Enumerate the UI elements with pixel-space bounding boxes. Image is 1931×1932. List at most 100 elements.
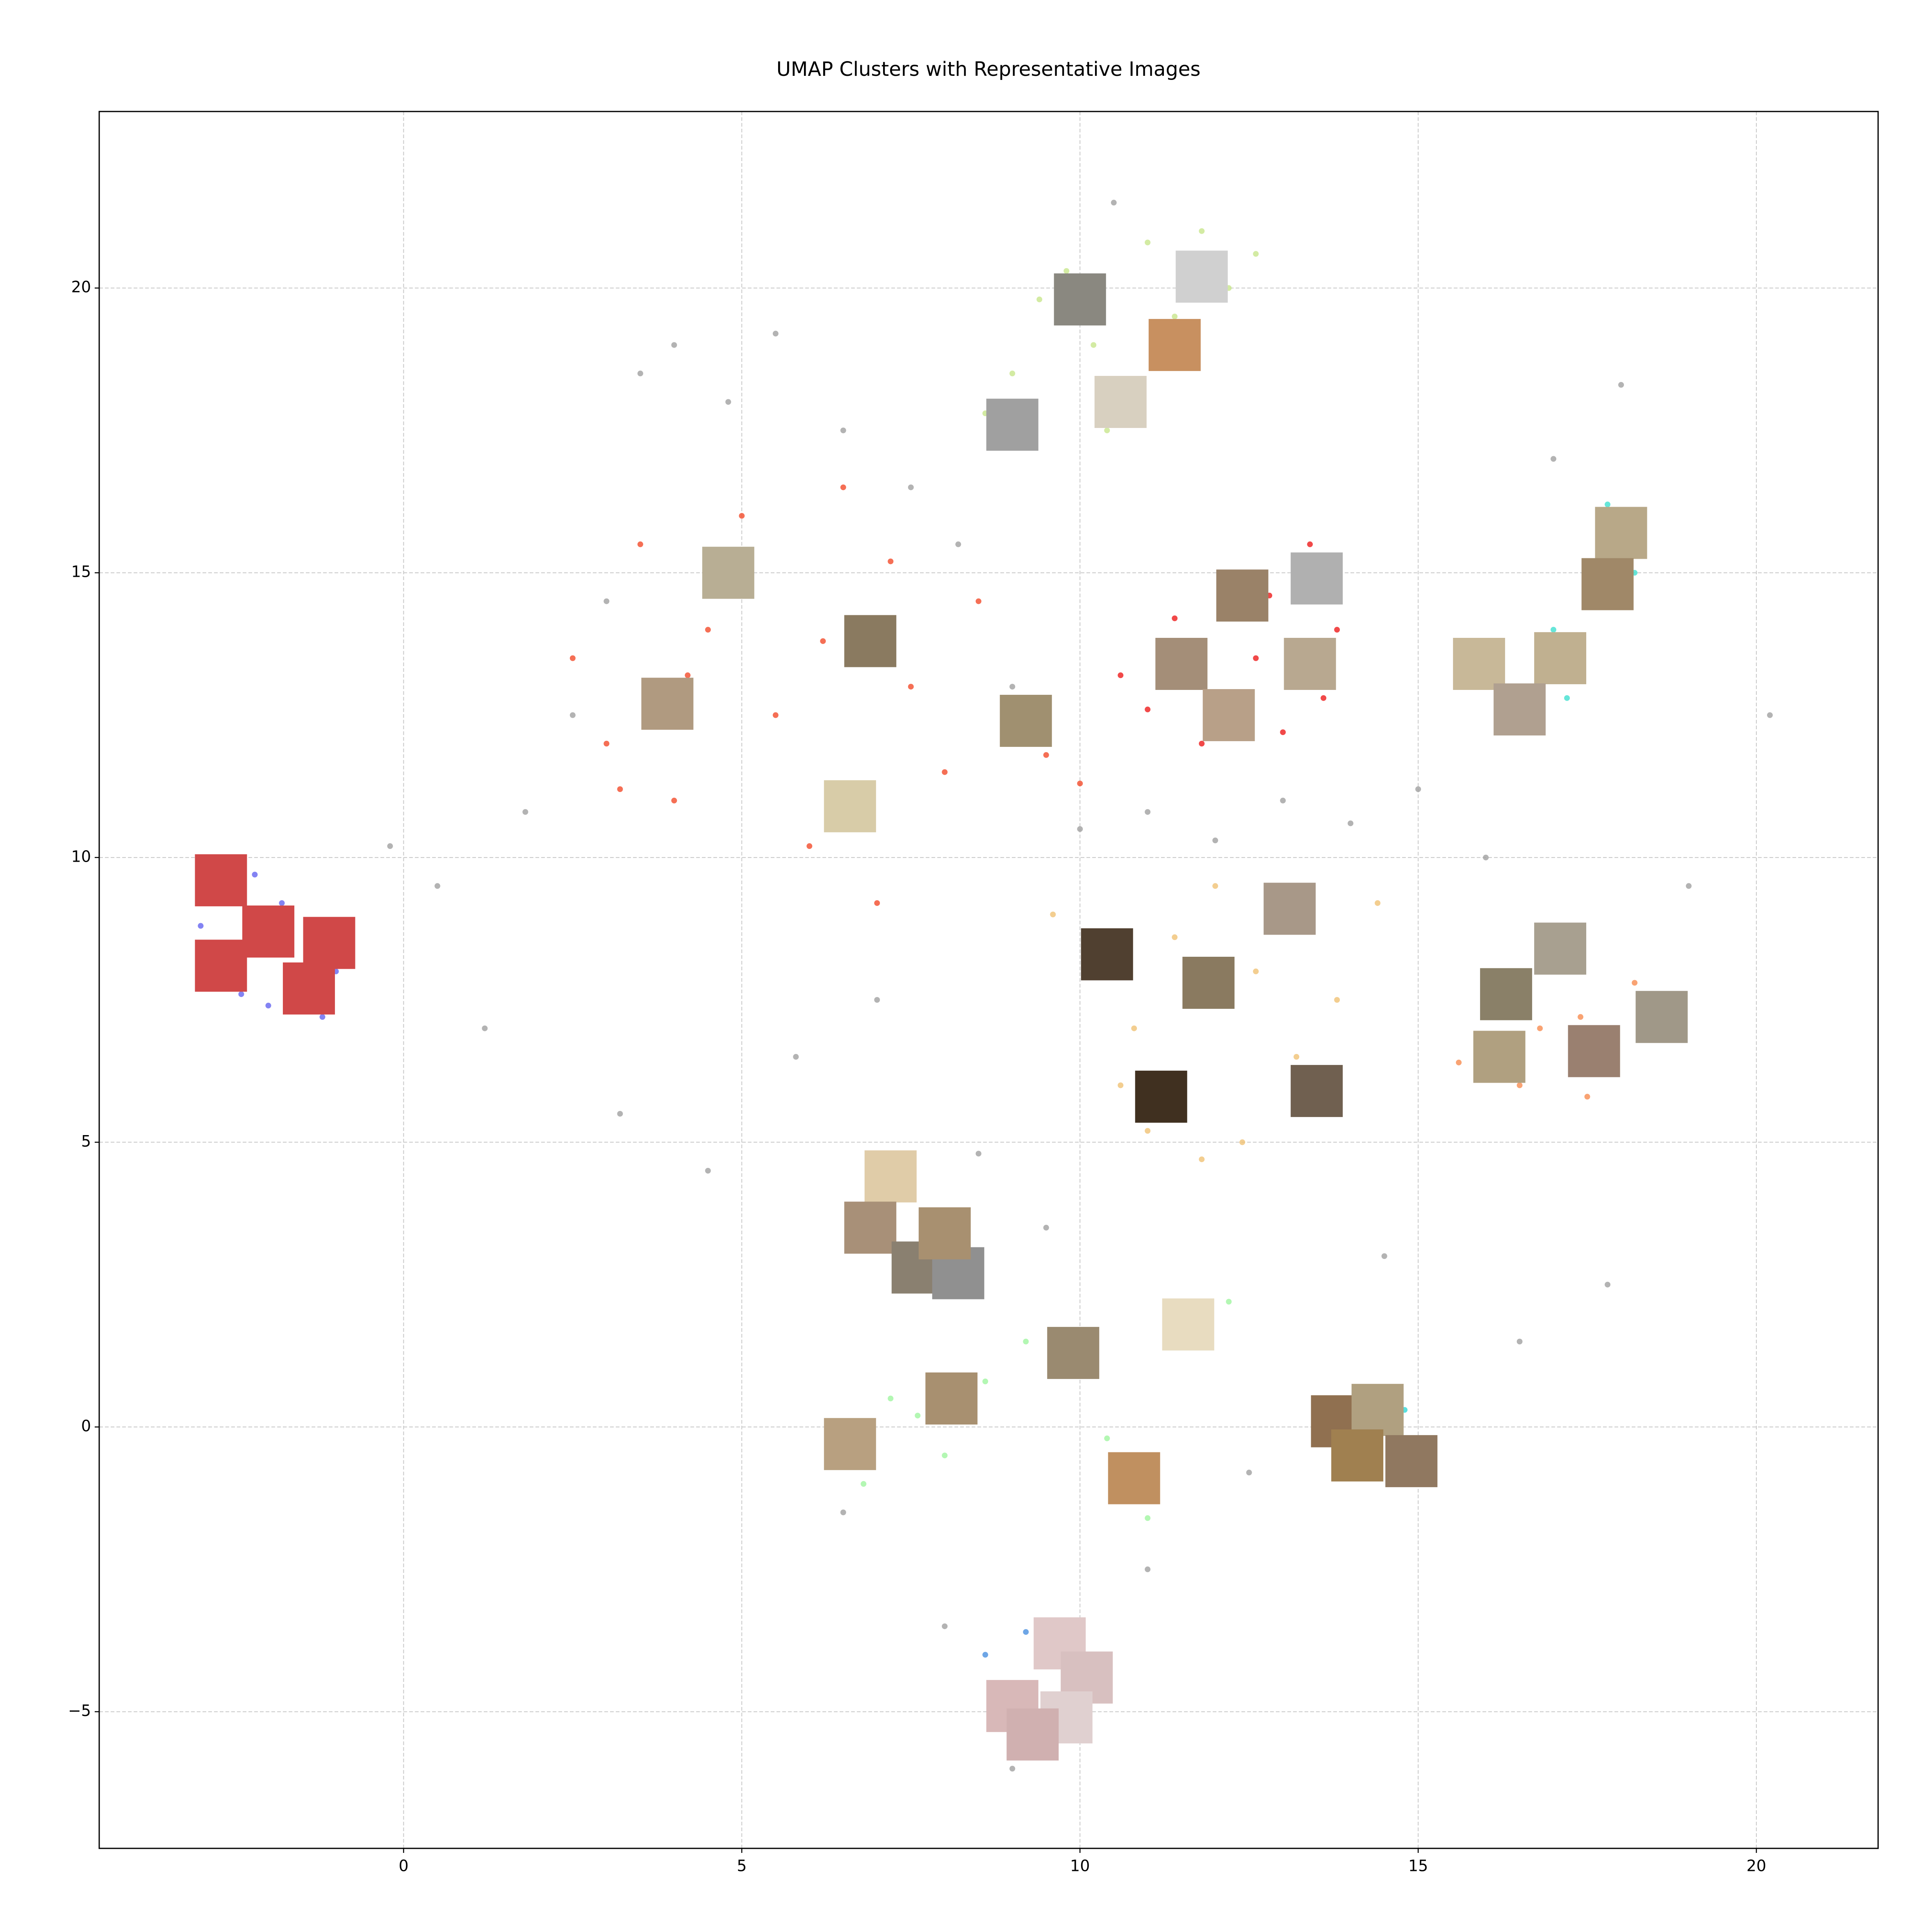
thumbnail-image — [1081, 928, 1133, 981]
scatter-point — [1172, 314, 1178, 320]
y-tick-label: 15 — [71, 563, 91, 581]
scatter-point — [705, 627, 711, 633]
scatter-point — [1077, 826, 1083, 832]
thumbnail-image — [1473, 1031, 1526, 1083]
thumbnail-image — [1331, 1429, 1384, 1481]
thumbnail-image — [1054, 273, 1106, 325]
scatter-point — [671, 342, 677, 348]
thumbnail-image — [1453, 638, 1505, 690]
scatter-point — [1009, 1766, 1016, 1772]
thumbnail-image — [303, 917, 355, 969]
scatter-point — [1212, 883, 1218, 889]
thumbnail-image — [1182, 956, 1235, 1009]
scatter-point — [888, 1395, 894, 1402]
thumbnail-image — [1047, 1327, 1100, 1379]
thumbnail-image — [1108, 1452, 1160, 1504]
scatter-point — [908, 484, 914, 490]
scatter-point — [238, 991, 244, 997]
scatter-point — [1253, 251, 1259, 257]
thumbnail-image — [641, 678, 694, 730]
scatter-point — [772, 712, 779, 718]
scatter-point — [1605, 501, 1611, 507]
scatter-point — [1334, 997, 1340, 1003]
thumbnail-image — [1094, 375, 1147, 428]
scatter-point — [1199, 1156, 1205, 1163]
scatter-point — [806, 843, 813, 849]
thumbnail-image — [242, 905, 294, 958]
thumbnail-image — [195, 854, 247, 906]
scatter-point — [1050, 911, 1056, 917]
thumbnail-image — [1595, 507, 1647, 559]
scatter-point — [975, 598, 981, 604]
scatter-point — [387, 843, 393, 849]
scatter-point — [1246, 1470, 1252, 1476]
scatter-point — [434, 883, 440, 889]
scatter-point — [888, 558, 894, 564]
scatter-point — [617, 786, 623, 792]
scatter-point — [1578, 1014, 1584, 1020]
thumbnail-image — [282, 962, 335, 1015]
y-tick-label: 20 — [71, 278, 91, 296]
y-tick-label: 10 — [71, 847, 91, 865]
thumbnail-image — [1494, 683, 1546, 736]
scatter-point — [1605, 1281, 1611, 1288]
scatter-point — [705, 1167, 711, 1174]
scatter-point — [1172, 934, 1178, 940]
scatter-point — [908, 684, 914, 690]
thumbnail-image — [918, 1207, 971, 1260]
scatter-point — [1131, 1025, 1137, 1031]
scatter-point — [1118, 1082, 1124, 1088]
thumbnail-image — [1148, 319, 1201, 371]
scatter-point — [1584, 1094, 1590, 1100]
thumbnail-image — [824, 1418, 876, 1470]
scatter-point — [1381, 1253, 1387, 1259]
scatter-point — [915, 1413, 921, 1419]
scatter-point — [1551, 627, 1557, 633]
scatter-point — [1226, 1299, 1232, 1305]
chart-title: UMAP Clusters with Representative Images — [776, 58, 1201, 81]
scatter-point — [1564, 695, 1570, 701]
scatter-point — [840, 427, 846, 433]
scatter-point — [1009, 371, 1016, 377]
thumbnail-image — [1175, 250, 1228, 303]
scatter-point — [1239, 1139, 1246, 1145]
scatter-point — [265, 1003, 271, 1009]
x-tick-label: 0 — [398, 1857, 408, 1875]
scatter-point — [1104, 427, 1110, 433]
thumbnail-image — [844, 615, 897, 667]
thumbnail-image — [1385, 1435, 1438, 1487]
thumbnail-image — [1480, 968, 1533, 1020]
thumbnail-image — [1534, 632, 1587, 685]
thumbnail-image — [844, 1202, 897, 1254]
thumbnail-image — [1568, 1025, 1620, 1077]
thumbnail-image — [1291, 1065, 1343, 1117]
scatter-point — [1517, 1082, 1523, 1088]
scatter-point — [1375, 900, 1381, 906]
axes-frame — [98, 111, 1879, 1849]
scatter-point — [840, 1509, 846, 1516]
scatter-point — [1145, 239, 1151, 246]
scatter-point — [522, 809, 528, 815]
scatter-point — [252, 872, 258, 878]
scatter-point — [1104, 1435, 1110, 1441]
scatter-point — [1483, 854, 1489, 860]
scatter-point — [1334, 627, 1340, 633]
scatter-point — [1145, 1566, 1151, 1572]
scatter-point — [1091, 342, 1097, 348]
scatter-point — [1618, 382, 1624, 388]
scatter-point — [1686, 883, 1692, 889]
thumbnail-image — [195, 940, 247, 992]
scatter-point — [840, 484, 846, 490]
scatter-point — [1043, 752, 1049, 758]
scatter-point — [1280, 797, 1286, 803]
scatter-point — [603, 740, 610, 746]
scatter-point — [874, 900, 880, 906]
thumbnail-image — [1581, 558, 1634, 610]
scatter-point — [1023, 1629, 1029, 1635]
scatter-point — [772, 330, 779, 337]
scatter-point — [725, 399, 731, 405]
scatter-point — [1212, 837, 1218, 844]
scatter-point — [874, 997, 880, 1003]
